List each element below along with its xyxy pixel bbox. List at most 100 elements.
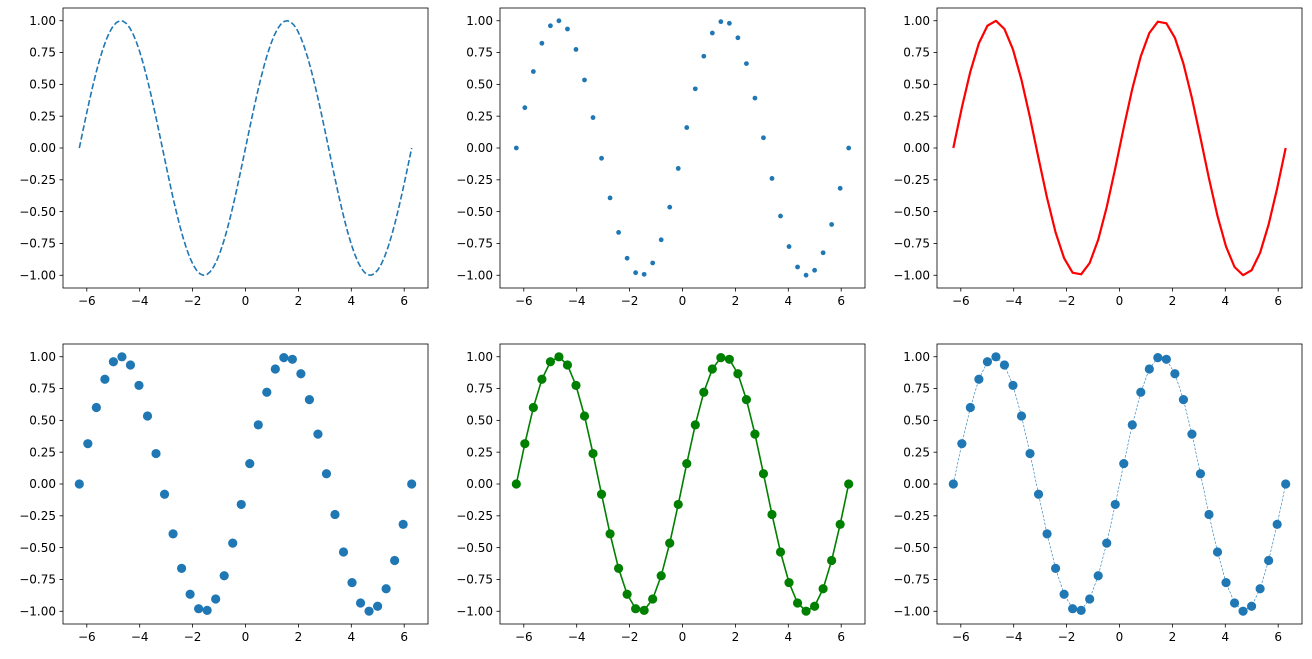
data-point [355, 598, 366, 608]
series-line [78, 19, 413, 277]
data-point [599, 155, 604, 161]
data-point [769, 176, 775, 181]
data-point [622, 589, 632, 599]
y-tick-label: −1.00 [456, 604, 493, 618]
data-point [202, 605, 212, 615]
data-point [716, 353, 726, 363]
data-point [528, 402, 538, 413]
x-tick-label: 0 [679, 294, 687, 308]
y-tick-label: 0.75 [903, 382, 930, 396]
x-tick-label: −6 [952, 294, 970, 308]
data-point [650, 260, 656, 266]
data-point [965, 402, 975, 413]
subplot-6: −6 −4 −2 0 2 4 6 −1.00 −0.75 −0.50 −0.25 0.00 0.25 0.… [893, 343, 1303, 644]
data-point [398, 519, 408, 529]
data-point [236, 499, 246, 510]
x-tick-label: 4 [784, 630, 792, 644]
data-point [648, 594, 658, 604]
x-tick-label: −4 [131, 294, 149, 308]
data-point [718, 19, 724, 25]
y-tick-label: 1.00 [903, 14, 930, 28]
data-point [665, 538, 675, 548]
y-tick-label: 0.50 [29, 78, 56, 92]
x-tick-label: 6 [837, 294, 845, 308]
data-point [262, 387, 272, 397]
x-tick-label: 0 [1116, 630, 1124, 644]
x-tick-label: −6 [515, 294, 533, 308]
x-tick-label: 2 [1169, 630, 1177, 644]
data-point [761, 135, 766, 141]
data-point [1110, 499, 1120, 510]
y-tick-label: 0.75 [466, 46, 493, 60]
x-tick-label: −2 [184, 630, 202, 644]
data-point [522, 105, 528, 111]
axes-frame [62, 343, 429, 625]
data-point [846, 145, 852, 151]
y-tick-label: −0.75 [456, 573, 493, 587]
data-point [1144, 364, 1154, 374]
data-point [1008, 380, 1018, 391]
data-point [801, 606, 811, 616]
data-point [812, 267, 817, 273]
y-tick-label: −0.25 [893, 509, 930, 523]
data-point [1068, 604, 1078, 614]
data-point [245, 458, 255, 469]
y-tick-label: −0.50 [19, 541, 56, 555]
data-point [1025, 448, 1035, 459]
data-point [142, 411, 153, 421]
series-group [948, 352, 1291, 616]
series-line [515, 355, 850, 613]
x-tick-label: −4 [1005, 294, 1023, 308]
data-point [185, 589, 195, 599]
x-tick-label: 4 [784, 294, 792, 308]
data-point [321, 469, 332, 479]
y-tick-label: 0.25 [466, 445, 493, 459]
data-point [1281, 479, 1291, 489]
y-tick-label: −0.50 [456, 205, 493, 219]
y-tick-label: 0.75 [29, 382, 56, 396]
data-point [1033, 489, 1044, 499]
data-point [633, 270, 639, 276]
series-group [952, 19, 1287, 277]
data-point [330, 509, 340, 520]
data-point [682, 458, 692, 469]
data-point [957, 439, 967, 449]
data-point [707, 364, 717, 374]
data-point [253, 420, 263, 430]
y-tick-label: 0.00 [29, 141, 56, 155]
x-tick-label: 4 [1221, 630, 1229, 644]
x-tick-label: 2 [295, 630, 303, 644]
y-tick-label: 1.00 [29, 14, 56, 28]
data-point [795, 264, 800, 270]
data-point [792, 598, 803, 608]
series-group [511, 352, 854, 616]
data-point [1102, 538, 1112, 548]
data-point [219, 571, 229, 581]
series-group [74, 352, 417, 616]
data-point [1153, 353, 1163, 363]
y-tick-label: 0.50 [466, 414, 493, 428]
data-point [1229, 598, 1240, 608]
data-point [735, 35, 741, 41]
data-point [287, 354, 297, 364]
y-tick-label: −0.50 [893, 205, 930, 219]
x-tick-label: −4 [1005, 630, 1023, 644]
y-tick-label: 0.50 [29, 414, 56, 428]
x-tick-label: 6 [1274, 630, 1282, 644]
data-point [1119, 458, 1129, 469]
data-point [675, 166, 681, 171]
x-tick-label: 4 [347, 630, 355, 644]
y-tick-label: −0.25 [19, 509, 56, 523]
data-point [1264, 555, 1274, 566]
data-point [1042, 529, 1052, 539]
data-point [827, 555, 837, 566]
data-point [778, 213, 783, 219]
data-point [1093, 571, 1103, 581]
data-point [407, 479, 417, 489]
y-tick-label: −1.00 [893, 604, 930, 618]
data-point [296, 369, 306, 379]
data-point [684, 125, 690, 130]
y-tick-label: 0.25 [29, 445, 56, 459]
data-point [100, 374, 110, 384]
